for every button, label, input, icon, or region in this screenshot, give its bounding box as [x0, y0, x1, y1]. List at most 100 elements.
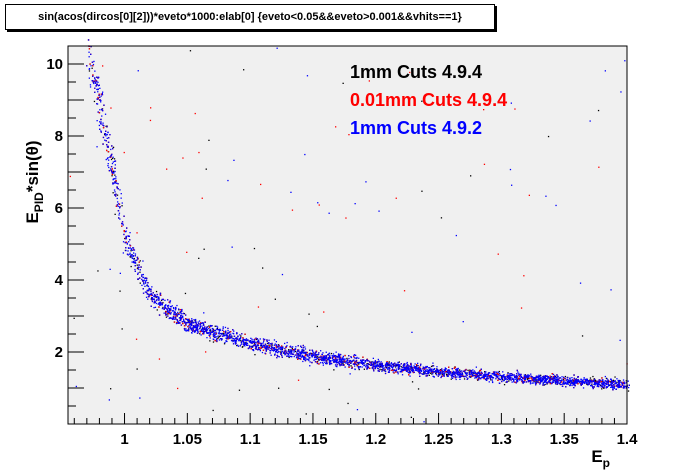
scatter-point	[292, 346, 294, 348]
scatter-point	[204, 321, 206, 323]
scatter-point	[105, 133, 107, 135]
scatter-point	[413, 371, 415, 373]
scatter-point	[543, 375, 545, 377]
scatter-point	[97, 111, 99, 113]
scatter-point	[425, 375, 427, 377]
scatter-point	[169, 305, 172, 308]
scatter-point	[110, 156, 112, 158]
scatter-point	[327, 357, 329, 359]
scatter-point	[215, 338, 218, 340]
scatter-point	[111, 175, 113, 177]
scatter-point	[534, 380, 536, 382]
scatter-point	[563, 380, 565, 382]
scatter-point	[203, 328, 205, 330]
scatter-point	[409, 71, 411, 74]
scatter-point	[151, 297, 153, 299]
scatter-point	[259, 344, 262, 347]
scatter-point	[125, 236, 127, 238]
scatter-point	[282, 352, 285, 354]
scatter-point	[508, 380, 510, 382]
scatter-point	[550, 376, 553, 378]
scatter-point	[264, 352, 266, 354]
scatter-point	[552, 373, 555, 376]
scatter-point	[97, 85, 100, 87]
scatter-point	[277, 349, 279, 351]
scatter-point	[274, 353, 276, 355]
scatter-point	[257, 306, 260, 308]
scatter-point	[272, 350, 275, 352]
scatter-point	[221, 338, 223, 340]
scatter-point	[155, 296, 157, 298]
scatter-point	[104, 139, 106, 141]
scatter-point	[489, 372, 491, 374]
scatter-point	[436, 374, 438, 376]
scatter-point	[212, 329, 214, 331]
scatter-point	[625, 380, 627, 382]
scatter-point	[314, 354, 317, 356]
scatter-point	[263, 339, 265, 341]
scatter-point	[408, 374, 410, 376]
scatter-point	[544, 375, 546, 378]
scatter-point	[385, 363, 387, 365]
scatter-point	[441, 368, 443, 370]
scatter-point	[464, 369, 466, 372]
scatter-point	[285, 346, 287, 349]
scatter-point	[452, 370, 454, 372]
scatter-point	[598, 379, 600, 381]
scatter-point	[432, 375, 434, 377]
scatter-point	[157, 303, 159, 305]
scatter-point	[480, 368, 482, 370]
scatter-point	[129, 232, 131, 234]
scatter-point	[201, 327, 203, 330]
scatter-point	[498, 370, 500, 373]
scatter-point	[451, 368, 453, 370]
scatter-point	[117, 183, 119, 185]
scatter-point	[229, 335, 231, 337]
scatter-point	[594, 382, 596, 384]
scatter-point	[103, 104, 105, 106]
scatter-point	[107, 141, 110, 143]
scatter-point	[603, 381, 605, 383]
scatter-point	[358, 368, 360, 371]
scatter-point	[218, 329, 220, 331]
scatter-point	[228, 331, 231, 333]
scatter-point	[342, 361, 344, 363]
scatter-point	[372, 361, 374, 363]
scatter-point	[121, 328, 123, 330]
scatter-point	[361, 363, 364, 365]
scatter-point	[598, 385, 600, 388]
scatter-point	[158, 306, 160, 308]
scatter-point	[92, 65, 94, 67]
scatter-point	[119, 207, 121, 209]
scatter-point	[591, 384, 593, 386]
scatter-point	[342, 362, 344, 364]
scatter-point	[260, 183, 262, 186]
scatter-point	[189, 324, 192, 326]
scatter-point	[395, 197, 397, 199]
scatter-point	[380, 363, 382, 365]
scatter-point	[153, 300, 156, 302]
scatter-point	[257, 344, 259, 346]
scatter-point	[180, 324, 182, 326]
scatter-point	[96, 83, 98, 85]
scatter-point	[390, 365, 392, 368]
scatter-point	[204, 326, 206, 328]
scatter-point	[240, 339, 242, 342]
scatter-point	[259, 338, 261, 340]
scatter-point	[303, 349, 305, 351]
scatter-point	[301, 356, 303, 358]
scatter-point	[357, 362, 360, 364]
scatter-point	[435, 371, 437, 373]
scatter-point	[324, 356, 327, 359]
scatter-point	[594, 382, 597, 384]
scatter-point	[114, 182, 116, 184]
scatter-point	[180, 317, 182, 319]
scatter-point	[500, 376, 502, 378]
scatter-point	[603, 386, 605, 388]
scatter-point	[599, 384, 601, 386]
scatter-point	[525, 375, 527, 377]
scatter-point	[97, 77, 99, 79]
scatter-point	[156, 309, 158, 311]
scatter-point	[420, 370, 422, 373]
scatter-point	[510, 374, 512, 377]
